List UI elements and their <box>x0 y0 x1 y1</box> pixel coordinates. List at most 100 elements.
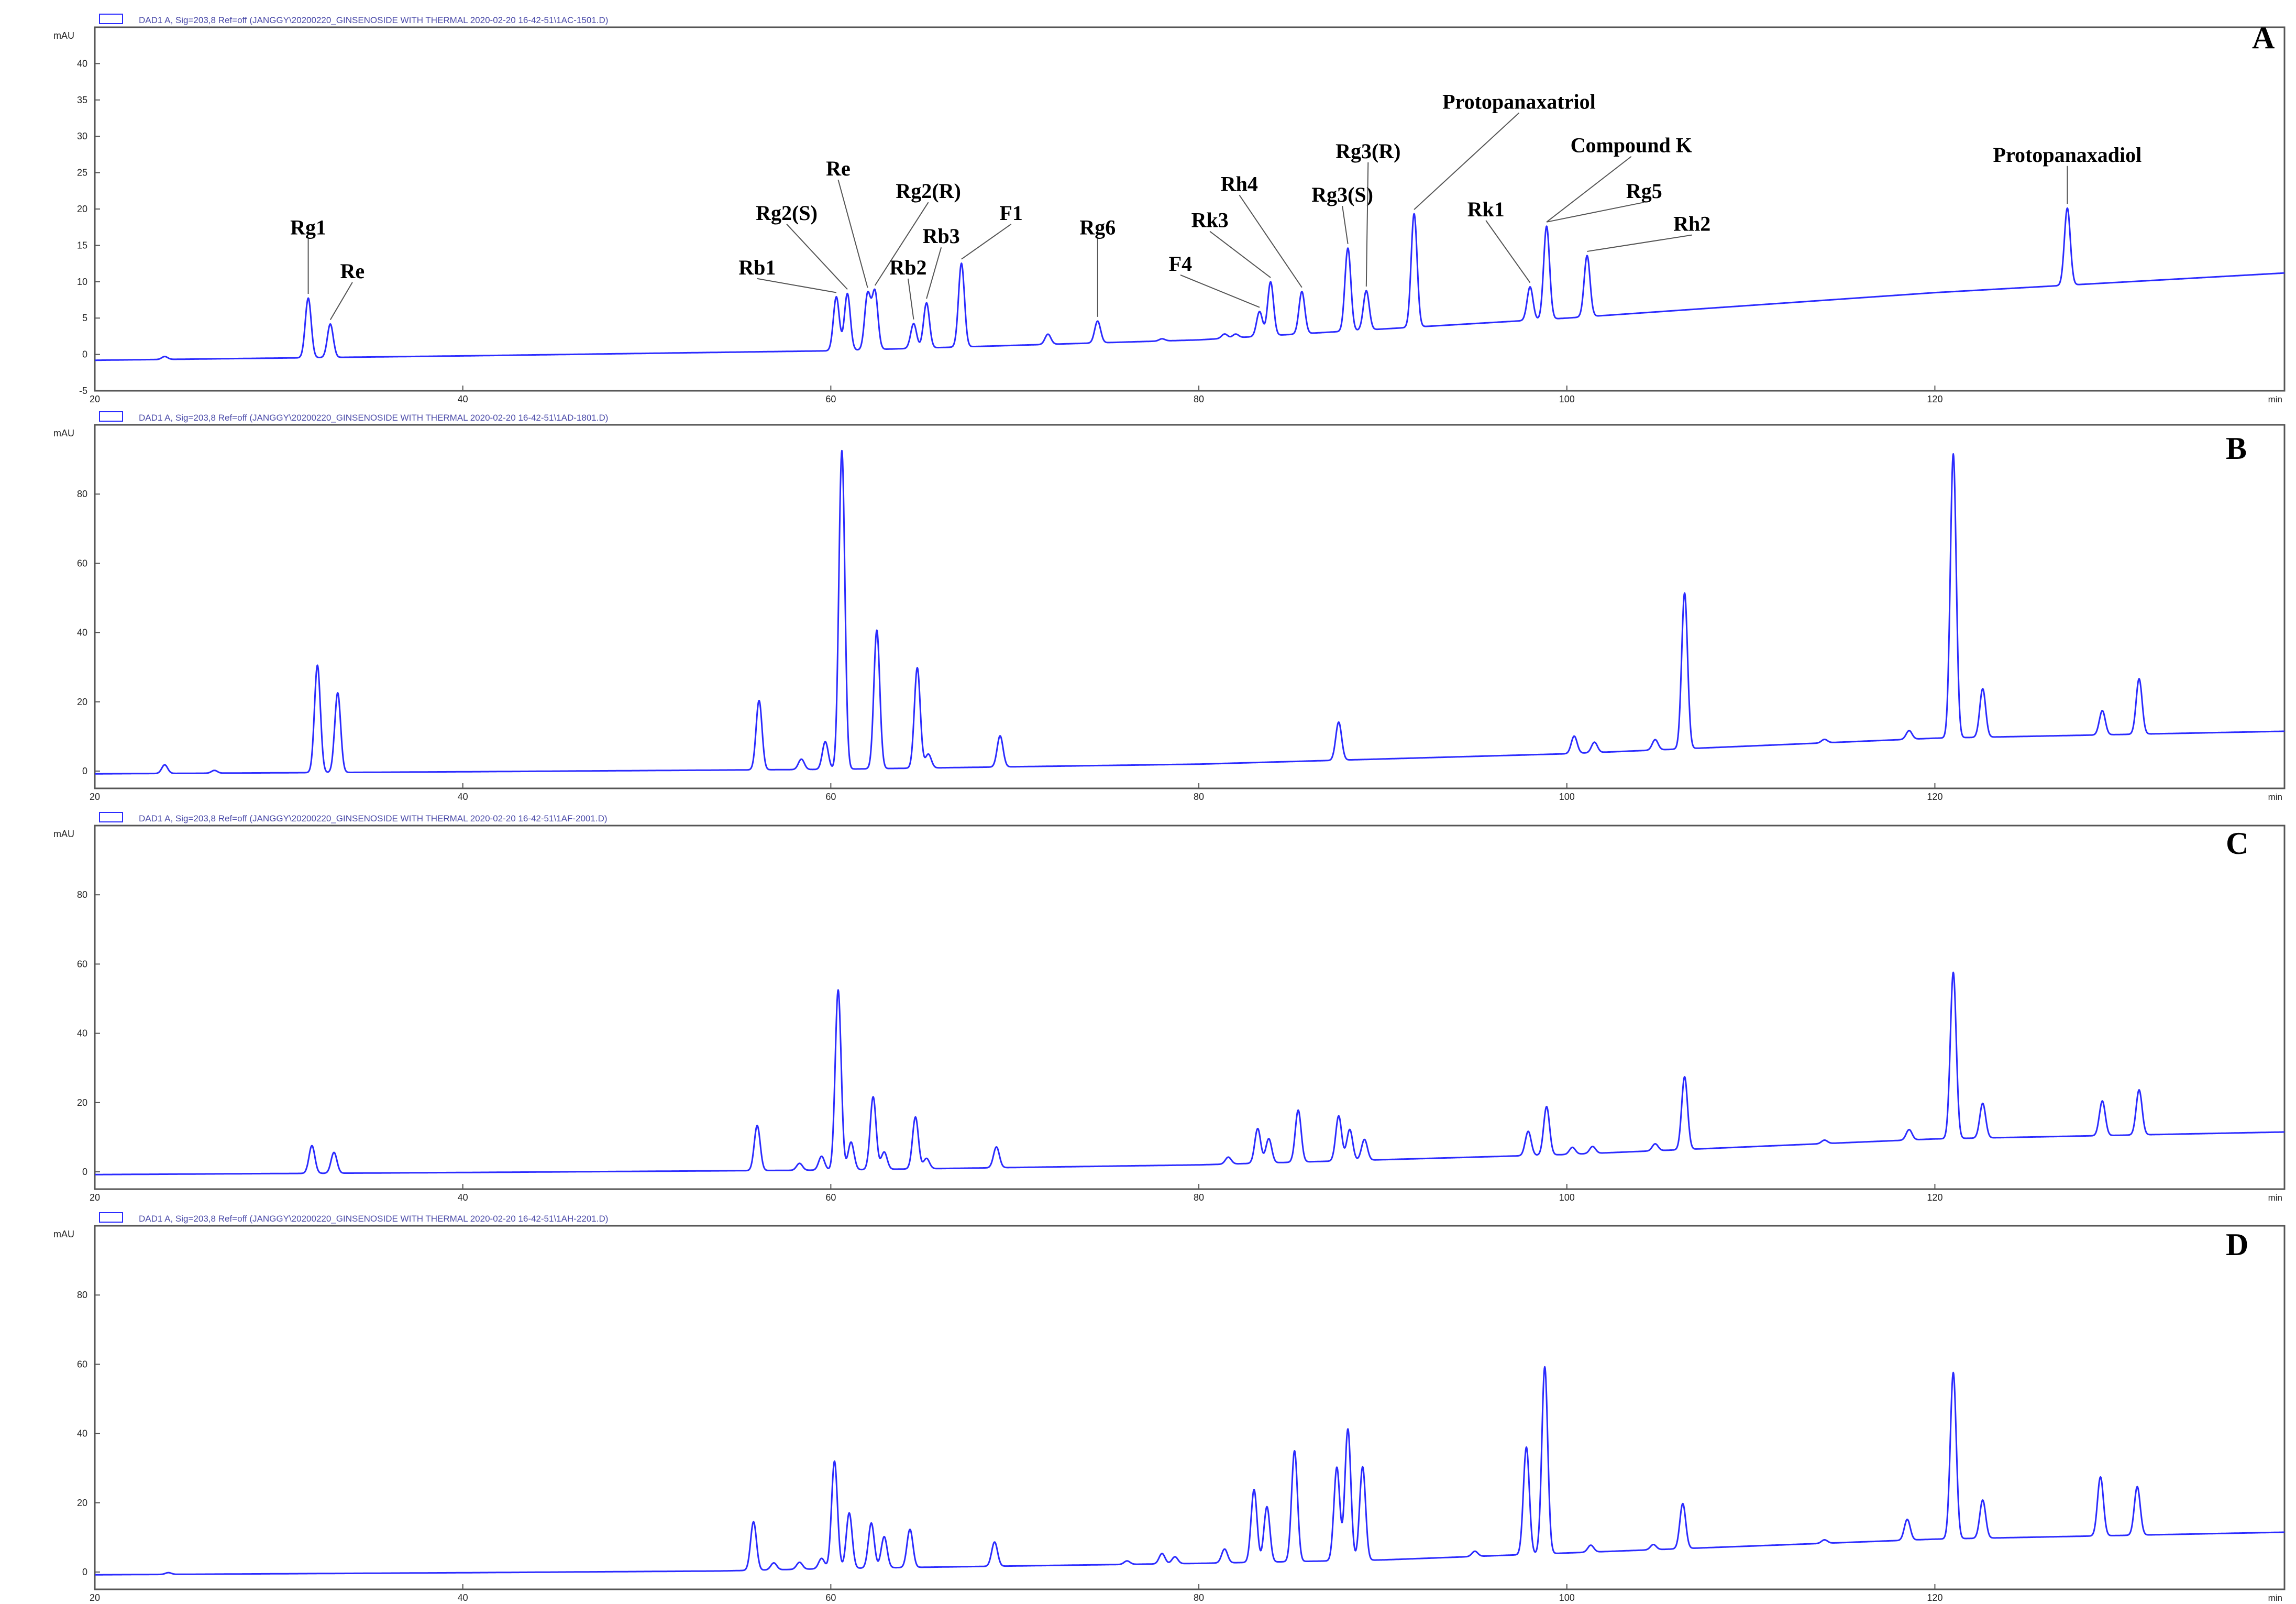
peak-point <box>1652 1544 1654 1545</box>
peak-label: Rg3(S) <box>1311 183 1373 206</box>
peak-point <box>884 1151 885 1153</box>
peak-point <box>996 1146 997 1148</box>
peak-point <box>758 700 760 701</box>
peak-point <box>2138 678 2140 679</box>
peak-point <box>1908 1129 1910 1130</box>
peak-point <box>1682 1503 1684 1504</box>
peak-point <box>1126 1560 1128 1562</box>
label-leader <box>1546 156 1632 223</box>
peak-label: Rk1 <box>1467 197 1505 221</box>
peak-point <box>1684 592 1685 594</box>
y-tick-label: 60 <box>77 558 87 568</box>
legend-swatch <box>99 1212 123 1223</box>
y-tick-label: -5 <box>79 386 87 396</box>
peak-point <box>1097 320 1099 322</box>
peak-label: F4 <box>1169 252 1192 276</box>
peak-label: Rh4 <box>1221 172 1258 195</box>
peak-point <box>1952 972 1954 973</box>
x-tick-label: 40 <box>458 1592 468 1603</box>
x-tick-label: 120 <box>1927 394 1942 404</box>
x-tick-label: 120 <box>1927 1592 1942 1603</box>
panel-letter: D <box>2226 1227 2248 1262</box>
peak-label: Rb3 <box>923 224 960 248</box>
legend-swatch <box>99 812 123 822</box>
peak-point <box>1590 1544 1592 1546</box>
y-tick-label: 10 <box>77 277 87 287</box>
plot-frame <box>94 1225 2286 1590</box>
label-leader <box>1546 202 1644 223</box>
peak-point <box>1266 1506 1268 1508</box>
peak-point <box>1952 1372 1954 1374</box>
trace-B <box>94 449 2285 775</box>
y-tick-label: 5 <box>82 313 87 323</box>
peak-point <box>928 753 929 755</box>
panel-letter: A <box>2252 20 2275 55</box>
y-tick-label: 0 <box>82 349 87 360</box>
x-tick-label: 100 <box>1559 1592 1575 1603</box>
trace-A <box>94 207 2285 361</box>
chart-header: DAD1 A, Sig=203,8 Ref=off (JANGGY\202002… <box>139 413 608 423</box>
peak-point <box>848 1512 850 1514</box>
peak-point <box>874 289 876 291</box>
peak-point <box>1174 1556 1176 1558</box>
y-tick-label: 20 <box>77 1097 87 1108</box>
peak-point <box>1952 453 1954 455</box>
peak-label: Rg5 <box>1626 179 1662 203</box>
peak-point <box>337 692 338 694</box>
label-leader <box>1587 234 1692 252</box>
peak-point <box>2138 1089 2140 1091</box>
x-tick-label: 120 <box>1927 792 1942 802</box>
plot-frame <box>94 26 2286 392</box>
peak-point <box>2067 207 2068 209</box>
x-tick-label: 40 <box>458 1192 468 1203</box>
peak-point <box>214 770 215 771</box>
peak-point <box>756 1125 758 1126</box>
y-tick-label: 0 <box>82 1167 87 1177</box>
peak-point <box>1228 1156 1229 1158</box>
y-axis-label: mAU <box>53 829 74 839</box>
x-tick-label: 120 <box>1927 1192 1942 1203</box>
label-leader <box>757 278 837 293</box>
peak-point <box>1684 1076 1685 1078</box>
x-tick-label: 100 <box>1559 1192 1575 1203</box>
peak-point <box>1301 291 1303 292</box>
x-tick-label: 60 <box>825 1592 836 1603</box>
x-axis-unit: min <box>2268 394 2282 404</box>
label-leader <box>874 202 929 286</box>
legend-swatch <box>99 411 123 422</box>
peak-point <box>311 1145 313 1147</box>
peak-point <box>876 629 878 631</box>
label-leader <box>1180 274 1260 308</box>
x-tick-label: 100 <box>1559 792 1575 802</box>
peak-label: Rg6 <box>1079 216 1116 239</box>
label-leader <box>1239 194 1302 288</box>
trace-C <box>94 971 2285 1175</box>
peak-point <box>821 1156 823 1157</box>
peak-point <box>773 1562 775 1564</box>
peak-point <box>867 291 868 293</box>
peak-point <box>1982 688 1983 690</box>
peak-point <box>307 297 309 299</box>
peak-label: Protopanaxatriol <box>1442 90 1596 113</box>
peak-point <box>2101 710 2103 711</box>
peak-point <box>800 758 802 760</box>
peak-point <box>1257 1128 1259 1129</box>
label-leader <box>907 278 914 320</box>
peak-point <box>1294 1450 1295 1452</box>
peak-point <box>837 989 839 991</box>
trace-D <box>94 1366 2285 1576</box>
x-tick-label: 60 <box>825 792 836 802</box>
y-tick-label: 35 <box>77 95 87 105</box>
peak-point <box>1527 1130 1529 1132</box>
peak-point <box>753 1521 755 1523</box>
y-tick-label: 0 <box>82 1567 87 1577</box>
peak-point <box>1573 735 1575 737</box>
peak-label: Rb1 <box>738 256 776 279</box>
panel-C: DAD1 A, Sig=203,8 Ref=off (JANGGY\202002… <box>53 812 2286 1203</box>
peak-label: F1 <box>999 201 1022 225</box>
y-tick-label: 20 <box>77 204 87 214</box>
peak-point <box>1347 247 1349 249</box>
peak-point <box>1546 1106 1548 1107</box>
peak-label: Protopanaxadiol <box>1993 143 2142 167</box>
